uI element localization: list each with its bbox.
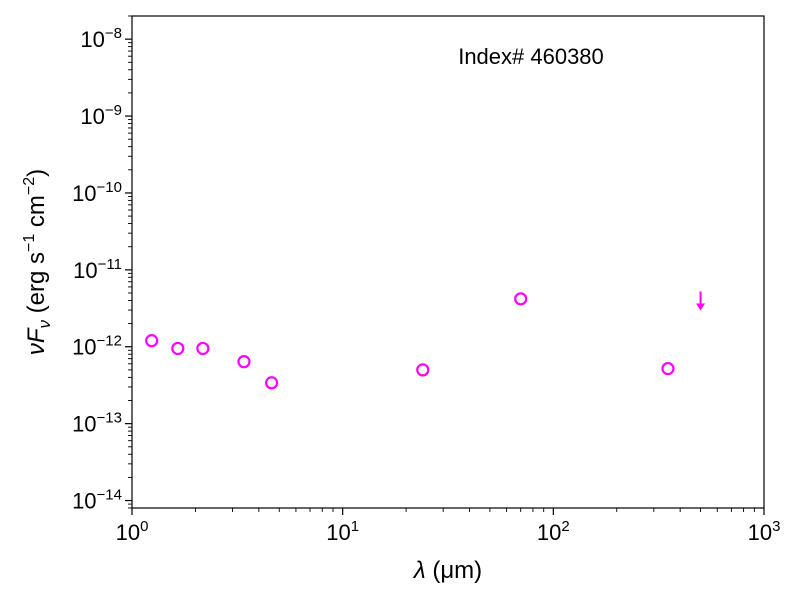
x-tick-label: 102 bbox=[537, 518, 570, 545]
data-point bbox=[514, 292, 528, 306]
data-point bbox=[416, 363, 430, 377]
tick-labels: 100 101 102 103 10−14 10−13 10−12 10−11 10−10 10−… bbox=[72, 25, 780, 545]
data-point bbox=[237, 355, 251, 369]
x-tick-label: 103 bbox=[748, 518, 781, 545]
data-point bbox=[171, 341, 185, 356]
data-points bbox=[145, 292, 675, 390]
data-point bbox=[265, 376, 279, 390]
upper-limit-head bbox=[696, 303, 706, 311]
x-tick-label: 101 bbox=[326, 518, 359, 545]
y-tick-label: 10−13 bbox=[72, 410, 122, 437]
y-tick-label: 10−12 bbox=[72, 333, 122, 360]
upper-limit-arrow bbox=[696, 291, 706, 311]
chart-annotation: Index# 460380 bbox=[458, 44, 604, 69]
plot-frame bbox=[131, 15, 765, 509]
y-tick-label: 10−14 bbox=[72, 487, 122, 514]
y-tick-label: 10−11 bbox=[73, 256, 122, 283]
data-point bbox=[145, 334, 159, 348]
data-point bbox=[196, 341, 210, 356]
data-point bbox=[661, 361, 675, 376]
axis-ticks bbox=[125, 15, 765, 515]
x-tick-label: 100 bbox=[116, 518, 149, 545]
y-tick-label: 10−10 bbox=[72, 179, 122, 206]
y-axis-label: νFν (erg s−1 cm−2) bbox=[21, 169, 54, 355]
y-tick-label: 10−8 bbox=[80, 25, 122, 52]
y-tick-label: 10−9 bbox=[80, 102, 122, 129]
x-axis-label: λ (μm) bbox=[412, 557, 482, 584]
upper-limits bbox=[696, 291, 706, 311]
